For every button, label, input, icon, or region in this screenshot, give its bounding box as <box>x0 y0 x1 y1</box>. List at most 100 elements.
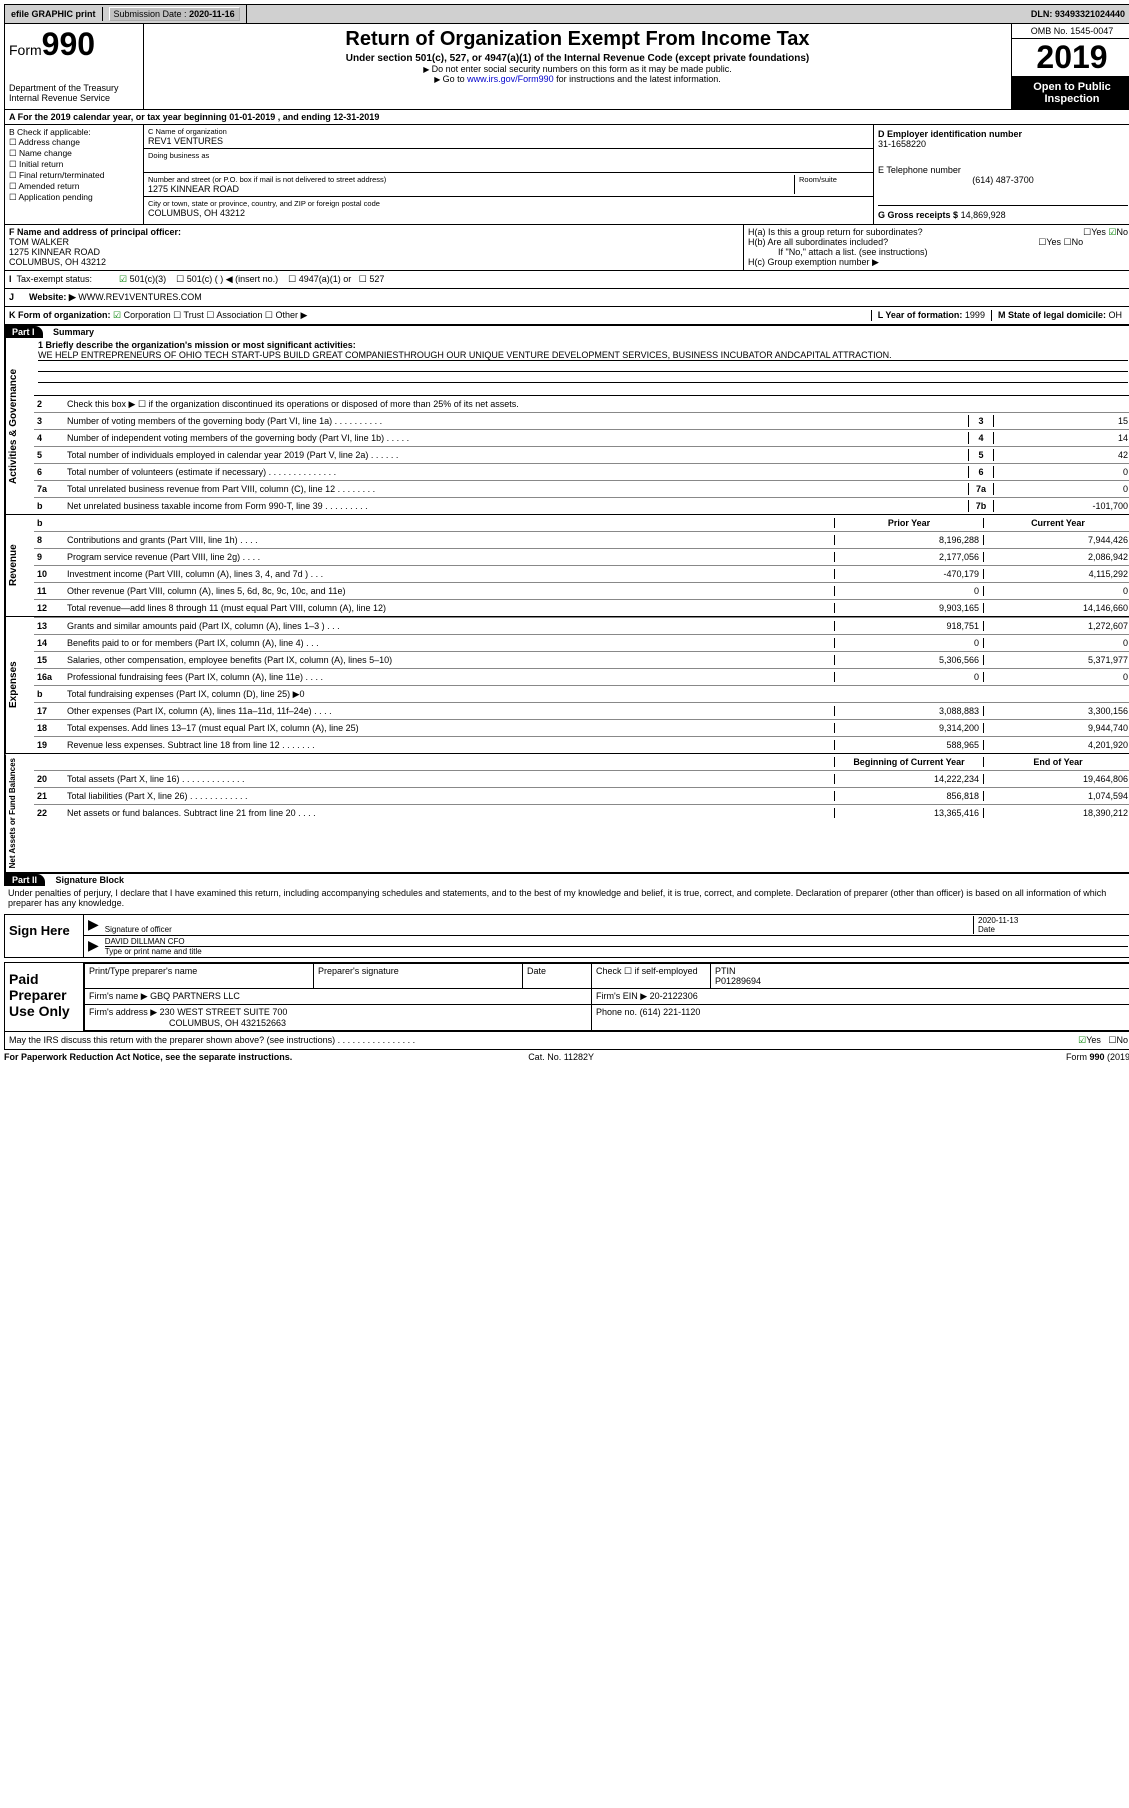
table-row: 10Investment income (Part VIII, column (… <box>34 565 1129 582</box>
table-row: bTotal fundraising expenses (Part IX, co… <box>34 685 1129 702</box>
mission-text: WE HELP ENTREPRENEURS OF OHIO TECH START… <box>38 350 1128 361</box>
section-f: F Name and address of principal officer:… <box>5 225 744 270</box>
org-name-label: C Name of organization <box>148 127 869 136</box>
chk-4947[interactable]: 4947(a)(1) or <box>288 274 351 284</box>
hb-note: If "No," attach a list. (see instruction… <box>748 247 1128 257</box>
chk-501c[interactable]: 501(c) ( ) ◀ (insert no.) <box>176 274 278 284</box>
tel-value: (614) 487-3700 <box>878 175 1128 185</box>
prep-row2: Firm's name ▶ GBQ PARTNERS LLC Firm's EI… <box>85 989 1129 1005</box>
tax-status-opts: 501(c)(3) 501(c) ( ) ◀ (insert no.) 4947… <box>119 274 384 285</box>
table-row: 16aProfessional fundraising fees (Part I… <box>34 668 1129 685</box>
col-c: C Name of organization REV1 VENTURES Doi… <box>144 125 874 224</box>
arrow-icon: ▶ <box>88 937 105 956</box>
room-label: Room/suite <box>799 175 869 184</box>
chk-initial[interactable]: Initial return <box>9 159 139 170</box>
vtab-rev: Revenue <box>5 515 34 616</box>
chk-corp[interactable]: Corporation <box>113 310 171 321</box>
chk-amended[interactable]: Amended return <box>9 181 139 192</box>
ein-row: D Employer identification number 31-1658… <box>878 127 1128 151</box>
omb-number: OMB No. 1545-0047 <box>1012 24 1129 39</box>
gross-label: G Gross receipts $ <box>878 210 958 220</box>
paid-prep-label: Paid Preparer Use Only <box>5 963 84 1031</box>
addr-row: Number and street (or P.O. box if mail i… <box>144 173 873 197</box>
gov-line: 7aTotal unrelated business revenue from … <box>34 480 1129 497</box>
chk-name[interactable]: Name change <box>9 148 139 159</box>
chk-527[interactable]: 527 <box>359 274 385 284</box>
q1-label: 1 Briefly describe the organization's mi… <box>38 340 1128 350</box>
chk-assoc[interactable]: Association <box>206 310 262 321</box>
exp-body: 13Grants and similar amounts paid (Part … <box>34 617 1129 753</box>
officer-name-line: ▶ DAVID DILLMAN CFO Type or print name a… <box>84 936 1129 957</box>
header-left: Form990 Department of the Treasury Inter… <box>5 24 144 109</box>
paid-preparer-block: Paid Preparer Use Only Print/Type prepar… <box>4 962 1129 1032</box>
city-label: City or town, state or province, country… <box>148 199 869 208</box>
klm-row: K Form of organization: Corporation Trus… <box>4 307 1129 325</box>
tel-label: E Telephone number <box>878 165 1128 175</box>
hb-yesno[interactable]: ☐Yes ☐No <box>1038 237 1083 248</box>
part1-title: Summary <box>45 327 94 337</box>
hdr-prior: Prior Year <box>834 518 983 528</box>
sign-here-label: Sign Here <box>5 915 84 957</box>
ein-value: 31-1658220 <box>878 139 1128 149</box>
chk-pending[interactable]: Application pending <box>9 192 139 203</box>
section-fh: F Name and address of principal officer:… <box>4 225 1129 271</box>
submission-date-button[interactable]: Submission Date : 2020-11-16 <box>109 7 240 21</box>
city-state-zip: COLUMBUS, OH 43212 <box>148 208 869 218</box>
chk-trust[interactable]: Trust <box>173 310 204 321</box>
discuss-yesno[interactable]: ☑Yes ☐No <box>1078 1035 1128 1046</box>
tel-row: E Telephone number (614) 487-3700 <box>878 163 1128 187</box>
form-header: Form990 Department of the Treasury Inter… <box>4 24 1129 110</box>
sign-here-block: Sign Here ▶ Signature of officer 2020-11… <box>4 914 1129 958</box>
efile-label: efile GRAPHIC print <box>5 7 103 21</box>
rev-header: b Prior Year Current Year <box>34 515 1129 531</box>
chk-501c3[interactable]: 501(c)(3) <box>119 274 166 284</box>
firm-phone-cell: Phone no. (614) 221-1120 <box>592 1005 1129 1031</box>
b-title: B Check if applicable: <box>9 127 139 137</box>
website-row: J Website: ▶ WWW.REV1VENTURES.COM <box>4 289 1129 307</box>
irs-link[interactable]: www.irs.gov/Form990 <box>467 74 554 84</box>
k-label: K Form of organization: <box>9 310 111 321</box>
website-label: Website: ▶ <box>29 292 76 303</box>
table-row: 11Other revenue (Part VIII, column (A), … <box>34 582 1129 599</box>
gov-line: 5Total number of individuals employed in… <box>34 446 1129 463</box>
form-number: Form990 <box>9 26 139 63</box>
table-row: 14Benefits paid to or for members (Part … <box>34 634 1129 651</box>
prep-sig-label: Preparer's signature <box>314 964 523 989</box>
chk-final[interactable]: Final return/terminated <box>9 170 139 181</box>
cat-no: Cat. No. 11282Y <box>528 1052 594 1062</box>
street-address: 1275 KINNEAR ROAD <box>148 184 794 194</box>
col-d: D Employer identification number 31-1658… <box>874 125 1129 224</box>
table-row: 13Grants and similar amounts paid (Part … <box>34 617 1129 634</box>
table-row: 22Net assets or fund balances. Subtract … <box>34 804 1129 821</box>
type-label: Type or print name and title <box>105 947 1128 956</box>
rev-body: b Prior Year Current Year 8Contributions… <box>34 515 1129 616</box>
mission-block: 1 Briefly describe the organization's mi… <box>34 338 1129 396</box>
hdr-end: End of Year <box>983 757 1129 767</box>
officer-addr1: 1275 KINNEAR ROAD <box>9 247 739 257</box>
ha-row: H(a) Is this a group return for subordin… <box>748 227 1128 237</box>
gov-line: bNet unrelated business taxable income f… <box>34 497 1129 514</box>
dept-label: Department of the Treasury <box>9 83 139 93</box>
hb-row: H(b) Are all subordinates included? ☐Yes… <box>748 237 1128 247</box>
arrow-icon: ▶ <box>88 916 105 934</box>
part2-title: Signature Block <box>48 875 125 885</box>
discuss-row: May the IRS discuss this return with the… <box>4 1032 1129 1050</box>
check-self[interactable]: Check ☐ if self-employed <box>592 964 711 989</box>
open-inspection: Open to Public Inspection <box>1012 77 1129 109</box>
prep-row1: Print/Type preparer's name Preparer's si… <box>85 964 1129 989</box>
chk-address[interactable]: Address change <box>9 137 139 148</box>
j-label: J <box>9 292 29 303</box>
col-b: B Check if applicable: Address change Na… <box>5 125 144 224</box>
header-mid: Return of Organization Exempt From Incom… <box>144 24 1012 109</box>
ha-yesno[interactable]: ☐Yes ☑No <box>1083 227 1128 238</box>
addr-label: Number and street (or P.O. box if mail i… <box>148 175 794 184</box>
chk-other[interactable]: Other ▶ <box>265 310 308 321</box>
part1-label: Part I <box>4 326 43 338</box>
vtab-net: Net Assets or Fund Balances <box>5 754 34 872</box>
prep-date-label: Date <box>523 964 592 989</box>
table-row: 17Other expenses (Part IX, column (A), l… <box>34 702 1129 719</box>
footer: For Paperwork Reduction Act Notice, see … <box>4 1050 1129 1062</box>
subtitle-2: Do not enter social security numbers on … <box>148 64 1007 74</box>
firm-addr-cell: Firm's address ▶ 230 WEST STREET SUITE 7… <box>85 1005 592 1031</box>
part2-label: Part II <box>4 874 45 886</box>
